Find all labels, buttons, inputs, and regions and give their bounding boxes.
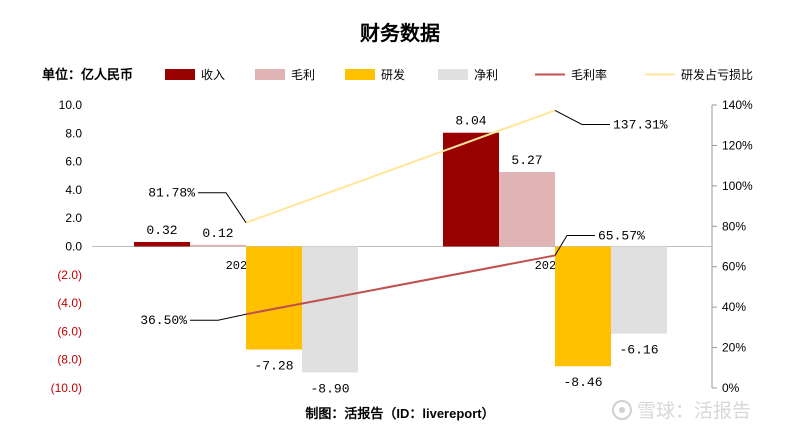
chart-title: 财务数据 [360, 21, 440, 45]
legend-line-label-2: 研发占亏损比 [681, 67, 753, 82]
bar [302, 246, 358, 373]
bar-data-label: 0.32 [146, 223, 177, 238]
bar [134, 241, 190, 247]
right-tick-label: 20% [722, 341, 746, 355]
left-tick-label: 0.0 [65, 240, 82, 254]
right-tick-label: 0% [722, 381, 740, 395]
legend-line-label-1: 毛利率 [571, 67, 607, 82]
left-tick-label: (10.0) [51, 381, 82, 395]
line-label-leader [198, 192, 247, 223]
right-tick-label: 80% [722, 219, 746, 233]
axes: (10.0) (8.0) (6.0) (4.0) (2.0) 0.0 2.0 4.0 6.0 8.… [51, 98, 753, 395]
left-tick-label: 10.0 [59, 98, 83, 112]
bar-data-label: 8.04 [455, 114, 486, 129]
left-tick-label: 2.0 [65, 211, 82, 225]
legend-swatch-3 [345, 69, 375, 80]
legend-label-1: 收入 [201, 68, 225, 82]
lines [245, 109, 556, 316]
line-label-leader [554, 234, 595, 256]
watermark-text: 雪球：活报告 [637, 400, 751, 422]
line-label-leader [554, 109, 610, 125]
line-data-label: 137.31% [613, 117, 668, 132]
left-tick-label: 6.0 [65, 155, 82, 169]
left-tick-label: (2.0) [57, 268, 82, 282]
line-label-leader [190, 313, 247, 321]
right-tick-label: 60% [722, 260, 746, 274]
legend-label-2: 毛利 [291, 68, 315, 82]
snowball-logo-icon [612, 400, 632, 420]
bar-data-label: -6.16 [619, 343, 658, 358]
bar [246, 246, 302, 350]
series-line [245, 254, 556, 316]
bar [555, 246, 611, 367]
left-tick-label: 8.0 [65, 126, 82, 140]
bar-data-label: 0.12 [202, 226, 233, 241]
bar-data-label: -7.28 [254, 359, 293, 374]
bar-data-label: -8.46 [563, 375, 602, 390]
legend-swatch-4 [438, 69, 468, 80]
left-tick-label: (6.0) [57, 324, 82, 338]
bar [499, 171, 555, 247]
unit-label: 单位：亿人民币 [42, 67, 133, 82]
bar [611, 246, 667, 334]
source-note: 制图：活报告（ID：livereport） [305, 406, 494, 421]
series-line [245, 109, 556, 224]
legend-label-3: 研发 [381, 67, 405, 82]
left-tick-label: 4.0 [65, 183, 82, 197]
legend-label-4: 净利 [474, 68, 498, 82]
legend: 收入 毛利 研发 净利 毛利率 研发占亏损比 [165, 67, 753, 82]
line-data-label: 36.50% [140, 313, 187, 328]
line-data-label: 81.78% [148, 186, 195, 201]
legend-swatch-1 [165, 69, 195, 80]
watermark: 雪球：活报告 [612, 400, 751, 422]
left-tick-label: (8.0) [57, 353, 82, 367]
right-tick-label: 140% [722, 98, 753, 112]
left-tick-label: (4.0) [57, 296, 82, 310]
bar [443, 132, 499, 247]
bar-data-label: 5.27 [511, 153, 542, 168]
bar-data-label: -8.90 [310, 381, 349, 396]
data-labels: 0.32 0.12 -7.28 -8.90 8.04 5.27 -8.46 -6.16 81.7… [140, 109, 668, 396]
bar [190, 244, 246, 247]
legend-swatch-2 [255, 69, 285, 80]
right-tick-label: 40% [722, 300, 746, 314]
line-data-label: 65.57% [598, 228, 645, 243]
right-tick-label: 100% [722, 179, 753, 193]
right-tick-label: 120% [722, 138, 753, 152]
bars [134, 132, 667, 373]
